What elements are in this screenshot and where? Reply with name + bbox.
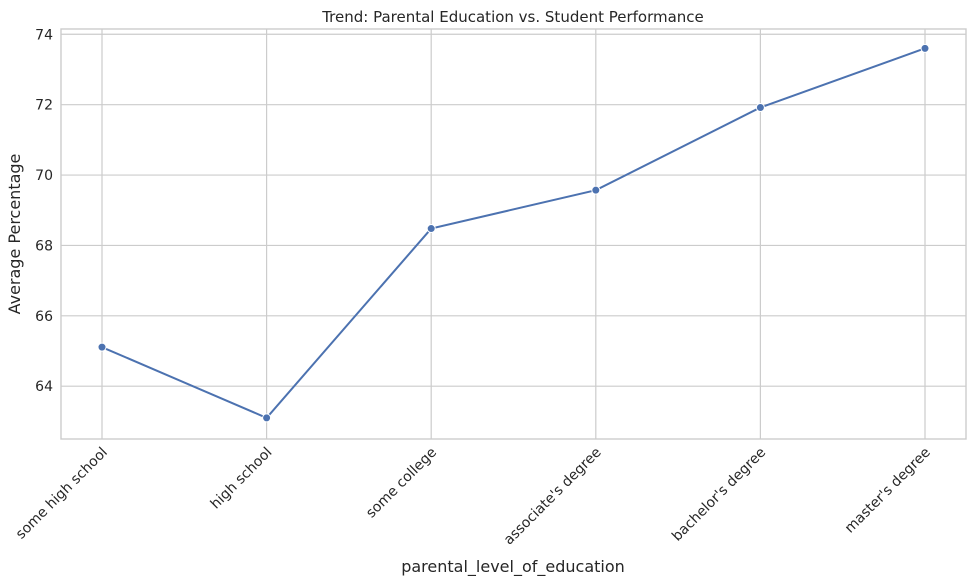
data-point: [755, 102, 765, 112]
x-tick-label: master's degree: [842, 445, 934, 537]
x-axis-ticks: some high school high school some college a…: [13, 445, 934, 549]
data-point: [97, 342, 107, 352]
x-tick-label: bachelor's degree: [669, 445, 769, 545]
data-point: [920, 43, 930, 53]
y-tick-label: 64: [35, 379, 53, 395]
data-point: [262, 413, 272, 423]
x-tick-label: associate's degree: [501, 445, 605, 549]
grid-lines: [61, 29, 966, 439]
data-point: [426, 224, 436, 234]
series-line: [101, 47, 926, 420]
plot-frame: [60, 28, 967, 440]
y-tick-label: 70: [35, 168, 53, 184]
chart-title: Trend: Parental Education vs. Student Pe…: [321, 8, 704, 26]
y-axis-label: Average Percentage: [5, 154, 24, 315]
y-tick-label: 72: [35, 98, 53, 114]
x-tick-label: high school: [208, 445, 276, 513]
y-tick-label: 66: [35, 309, 53, 325]
x-tick-label: some college: [363, 445, 440, 522]
y-tick-label: 68: [35, 238, 53, 254]
x-axis-label: parental_level_of_education: [401, 557, 625, 577]
x-tick-label: some high school: [13, 445, 111, 543]
y-tick-label: 74: [35, 27, 53, 43]
series-layer: [97, 43, 930, 423]
data-point: [591, 185, 601, 195]
y-axis-ticks: 64 66 68 70 72 74: [35, 27, 53, 395]
